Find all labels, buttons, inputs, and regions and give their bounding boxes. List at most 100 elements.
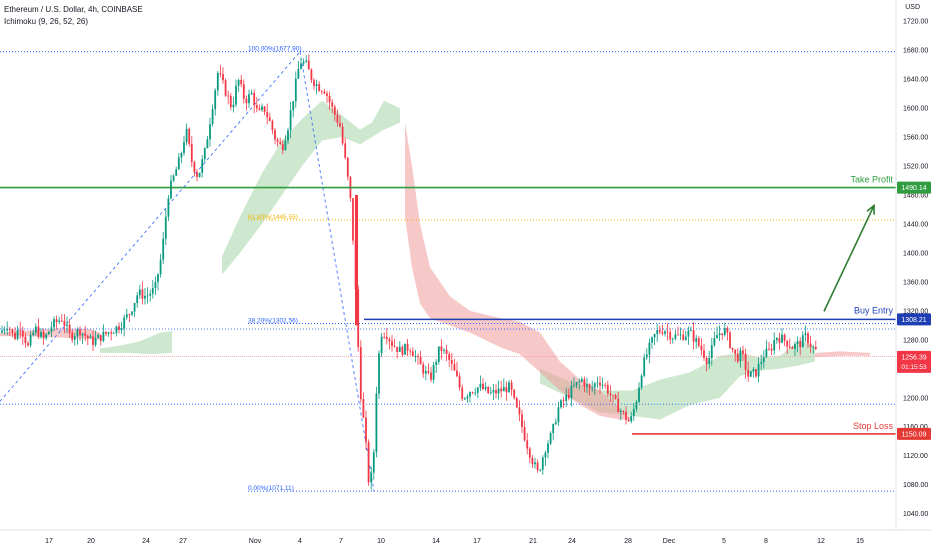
candle-body [549,433,552,444]
fibonacci-retracement[interactable]: 100.00%(1677.90) 61.80%(1445.55) 38.20%(13… [0,46,896,493]
candle-body [583,379,586,387]
price-axis[interactable]: 1040.001080.001120.001160.001200.001240.… [895,0,928,530]
candle-body [588,384,591,389]
candle-body [375,393,378,453]
candle-body [206,139,209,149]
buy-entry-label: Buy Entry [854,305,894,315]
candle-body [609,393,612,396]
price-tick-label: 1560.00 [903,134,928,141]
candle-body [677,334,679,336]
price-tick-label: 1640.00 [903,77,928,84]
price-tick-label: 1280.00 [903,337,928,344]
candle-body [632,408,635,417]
candle-body [372,452,375,473]
bar-countdown: 01:15:53 [901,364,927,371]
candle-body [664,331,666,334]
candle-body [804,333,807,336]
candle-body [328,95,331,103]
candle-body [466,396,469,399]
symbol-title[interactable]: Ethereum / U.S. Dollar, 4h, COINBASE [4,5,143,14]
candle-body [1,330,3,333]
candle-body [417,356,419,357]
candle-body [21,330,24,337]
candle-body [671,338,674,340]
candle-body [107,332,110,334]
candle-body [786,340,789,347]
indicator-legend[interactable]: Ichimoku (9, 26, 52, 26) [4,17,89,26]
price-tick-label: 1040.00 [903,511,928,518]
time-tick-label: 17 [45,538,53,545]
candle-body [807,333,809,344]
candlestick-series [1,54,817,490]
candle-body [73,336,76,340]
candle-body [461,387,464,399]
candle-body [703,350,705,358]
candle-body [315,84,318,86]
candle-body [734,349,737,355]
candle-body [274,130,276,140]
time-tick-label: 8 [764,538,768,545]
candle-body [183,142,185,154]
candle-body [799,341,802,348]
candle-body [385,336,388,340]
candle-body [414,356,417,357]
candle-body [162,238,165,260]
candle-body [794,343,796,349]
candle-body [388,339,391,342]
candle-body [112,332,115,334]
candle-body [261,106,263,110]
candle-body [209,124,211,140]
candle-body [14,332,16,339]
candle-body [716,335,718,339]
candle-body [365,417,367,442]
ichimoku-cloud [0,100,870,420]
candle-body [541,457,544,470]
candle-body [34,326,37,333]
candle-body [661,332,664,334]
candle-body [235,85,237,105]
candle-body [141,289,144,299]
candle-body [294,78,297,102]
candle-body [326,93,328,96]
candle-body [736,354,739,362]
candle-body [718,333,721,336]
candle-body [430,372,432,380]
price-tags: 1490.14 1308.21 1150.09 1256.39 01:15:53 [897,181,931,440]
candle-body [557,407,560,423]
time-axis[interactable]: 17 20 24 27 Nov 4 7 10 14 17 21 24 28 Dec 5 8 12 15 [0,529,932,545]
price-tick-label: 1200.00 [903,395,928,402]
candle-body [630,416,633,422]
time-tick-label: 4 [298,538,302,545]
candle-body [84,333,87,336]
candle-body [669,332,672,340]
candle-body [110,332,113,334]
candle-body [518,407,521,415]
target-arrow-head [866,203,875,215]
candle-body [622,410,625,412]
candle-body [245,98,248,104]
candle-body [263,106,266,113]
candle-body [653,333,656,338]
candle-body [344,143,347,158]
candle-body [170,180,172,199]
candle-body [658,330,661,333]
take-profit-tag: 1490.14 [901,185,926,192]
candle-body [814,346,817,350]
candle-body [333,106,336,115]
candle-body [744,353,747,370]
candle-body [419,356,422,365]
candle-body [487,386,490,394]
candle-body [146,295,149,297]
candle-body [453,363,456,371]
candle-body [81,333,84,336]
candle-body [502,387,505,392]
candle-body [164,216,167,239]
candle-body [666,331,669,333]
time-tick-label: 5 [722,538,726,545]
cloud-red-2 [815,351,870,358]
candle-body [336,114,339,123]
candle-body [684,336,687,340]
candle-body [783,334,786,341]
candle-body [380,336,383,354]
